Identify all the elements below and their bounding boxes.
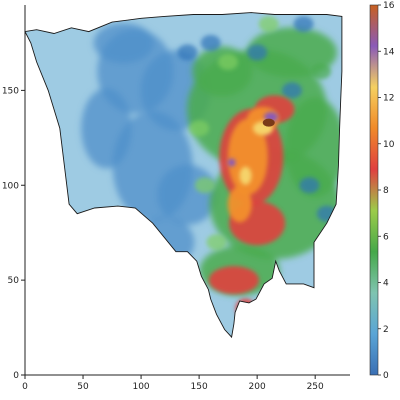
field-speckle bbox=[299, 177, 320, 194]
field-blob-green bbox=[246, 27, 337, 78]
field-blob-yellow bbox=[239, 166, 252, 185]
x-tick-label: 250 bbox=[307, 382, 324, 392]
colorbar-tick-label: 8 bbox=[383, 186, 389, 196]
field-speckle bbox=[310, 63, 331, 80]
x-tick-label: 150 bbox=[191, 382, 208, 392]
field-speckle bbox=[194, 177, 215, 194]
field-speckle bbox=[293, 15, 314, 32]
y-tick-label: 150 bbox=[2, 86, 19, 96]
field-speckle bbox=[177, 44, 198, 61]
x-tick-group: 0 50 100 150 200 250 bbox=[22, 375, 324, 392]
colorbar bbox=[369, 4, 379, 376]
y-tick-label: 50 bbox=[8, 276, 20, 286]
field-blob-blue bbox=[81, 88, 132, 169]
x-tick-label: 50 bbox=[77, 382, 89, 392]
colorbar-tick-label: 12 bbox=[383, 94, 394, 104]
colorbar-tick-label: 2 bbox=[383, 325, 389, 335]
x-tick-label: 100 bbox=[132, 382, 149, 392]
field-speckle bbox=[206, 234, 227, 251]
colorbar-tick-label: 16 bbox=[383, 1, 395, 11]
field-blob-orange bbox=[227, 118, 268, 195]
field-speckle bbox=[189, 120, 210, 137]
field-blob-green bbox=[285, 97, 342, 198]
colorbar-tick-label: 14 bbox=[383, 47, 395, 57]
colorbar-tick-label: 10 bbox=[383, 140, 395, 150]
field-blob-green bbox=[192, 46, 253, 97]
field-speckle bbox=[281, 82, 302, 99]
field-speckle bbox=[218, 53, 239, 70]
field-blob-blue bbox=[93, 22, 154, 63]
y-tick-group: 0 50 100 150 bbox=[2, 86, 25, 381]
x-tick-label: 0 bbox=[22, 382, 28, 392]
colorbar-tick-label: 0 bbox=[383, 371, 389, 381]
field-peak bbox=[262, 118, 275, 127]
colorbar-tick-label: 4 bbox=[383, 279, 389, 289]
y-tick-label: 0 bbox=[13, 371, 19, 381]
field-blob-blue bbox=[157, 164, 218, 225]
heat-field bbox=[25, 12, 342, 338]
colorbar-tick-label: 6 bbox=[383, 232, 389, 242]
x-tick-label: 200 bbox=[249, 382, 266, 392]
field-blob-red bbox=[208, 266, 259, 295]
y-tick-label: 100 bbox=[2, 181, 19, 191]
region-outline bbox=[24, 12, 343, 339]
colorbar-tick-group: 0 2 4 6 8 10 12 14 16 bbox=[378, 1, 395, 381]
field-speckle bbox=[247, 44, 268, 61]
field-speckle bbox=[258, 15, 279, 32]
field-blob-orange bbox=[227, 186, 252, 223]
field-speckle bbox=[200, 34, 221, 51]
field-blob-purple bbox=[227, 158, 236, 167]
